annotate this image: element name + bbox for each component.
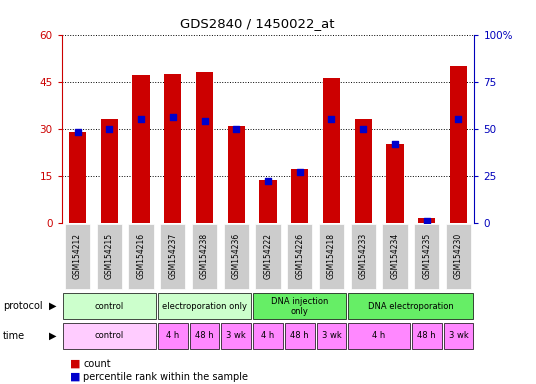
Point <box>232 126 241 132</box>
FancyBboxPatch shape <box>446 224 471 289</box>
Bar <box>101 119 118 223</box>
Text: GSM154237: GSM154237 <box>168 233 177 280</box>
Text: GSM154233: GSM154233 <box>359 233 368 280</box>
Text: 4 h: 4 h <box>262 331 274 340</box>
Text: 4 h: 4 h <box>166 331 180 340</box>
Text: time: time <box>3 331 25 341</box>
FancyBboxPatch shape <box>414 224 440 289</box>
Text: 48 h: 48 h <box>195 331 214 340</box>
Point <box>137 116 145 122</box>
Bar <box>259 180 277 223</box>
Text: GSM154215: GSM154215 <box>105 233 114 280</box>
Point <box>200 118 209 124</box>
Text: GSM154236: GSM154236 <box>232 233 241 280</box>
Text: 3 wk: 3 wk <box>322 331 341 340</box>
Text: control: control <box>95 331 124 340</box>
FancyBboxPatch shape <box>348 323 410 349</box>
FancyBboxPatch shape <box>158 293 251 319</box>
FancyBboxPatch shape <box>128 224 154 289</box>
Point <box>359 126 368 132</box>
Bar <box>386 144 404 223</box>
Point <box>327 116 336 122</box>
FancyBboxPatch shape <box>253 323 283 349</box>
Text: GSM154226: GSM154226 <box>295 233 304 280</box>
Text: GSM154230: GSM154230 <box>454 233 463 280</box>
FancyBboxPatch shape <box>285 323 315 349</box>
FancyBboxPatch shape <box>192 224 217 289</box>
Text: GSM154216: GSM154216 <box>137 233 145 280</box>
FancyBboxPatch shape <box>65 224 90 289</box>
Text: ■: ■ <box>70 372 80 382</box>
Text: GSM154238: GSM154238 <box>200 233 209 280</box>
Text: count: count <box>83 359 111 369</box>
FancyBboxPatch shape <box>351 224 376 289</box>
Text: 48 h: 48 h <box>291 331 309 340</box>
Point <box>295 169 304 175</box>
Text: DNA injection
only: DNA injection only <box>271 296 329 316</box>
Bar <box>196 72 213 223</box>
Text: protocol: protocol <box>3 301 42 311</box>
FancyBboxPatch shape <box>255 224 281 289</box>
FancyBboxPatch shape <box>444 323 473 349</box>
FancyBboxPatch shape <box>63 293 156 319</box>
FancyBboxPatch shape <box>96 224 122 289</box>
FancyBboxPatch shape <box>287 224 312 289</box>
Text: 48 h: 48 h <box>418 331 436 340</box>
FancyBboxPatch shape <box>382 224 408 289</box>
FancyBboxPatch shape <box>221 323 251 349</box>
FancyBboxPatch shape <box>348 293 473 319</box>
Text: GSM154235: GSM154235 <box>422 233 431 280</box>
Point <box>168 114 177 121</box>
Text: electroporation only: electroporation only <box>162 302 247 311</box>
Text: ▶: ▶ <box>49 301 56 311</box>
Text: DNA electroporation: DNA electroporation <box>368 302 454 311</box>
Point <box>264 178 272 184</box>
Text: GSM154234: GSM154234 <box>391 233 399 280</box>
Bar <box>291 169 309 223</box>
Text: GSM154218: GSM154218 <box>327 233 336 279</box>
FancyBboxPatch shape <box>224 224 249 289</box>
FancyBboxPatch shape <box>319 224 344 289</box>
Text: ▶: ▶ <box>49 331 56 341</box>
Bar <box>418 218 435 223</box>
Text: GDS2840 / 1450022_at: GDS2840 / 1450022_at <box>180 17 334 30</box>
Text: GSM154212: GSM154212 <box>73 233 82 279</box>
FancyBboxPatch shape <box>412 323 442 349</box>
Text: GSM154222: GSM154222 <box>264 233 272 279</box>
Point <box>105 126 114 132</box>
Bar <box>132 75 150 223</box>
FancyBboxPatch shape <box>158 323 188 349</box>
FancyBboxPatch shape <box>253 293 346 319</box>
Text: 4 h: 4 h <box>373 331 386 340</box>
Point <box>391 141 399 147</box>
Text: control: control <box>95 302 124 311</box>
Bar <box>164 74 182 223</box>
Bar <box>323 78 340 223</box>
FancyBboxPatch shape <box>190 323 219 349</box>
FancyBboxPatch shape <box>317 323 346 349</box>
Bar <box>69 132 86 223</box>
Point <box>454 116 463 122</box>
Text: percentile rank within the sample: percentile rank within the sample <box>83 372 248 382</box>
Bar <box>450 66 467 223</box>
Bar <box>227 126 245 223</box>
FancyBboxPatch shape <box>160 224 185 289</box>
Bar <box>354 119 372 223</box>
Text: ■: ■ <box>70 359 80 369</box>
FancyBboxPatch shape <box>63 323 156 349</box>
Text: 3 wk: 3 wk <box>226 331 246 340</box>
Point <box>422 218 431 224</box>
Point <box>73 129 82 136</box>
Text: 3 wk: 3 wk <box>449 331 468 340</box>
